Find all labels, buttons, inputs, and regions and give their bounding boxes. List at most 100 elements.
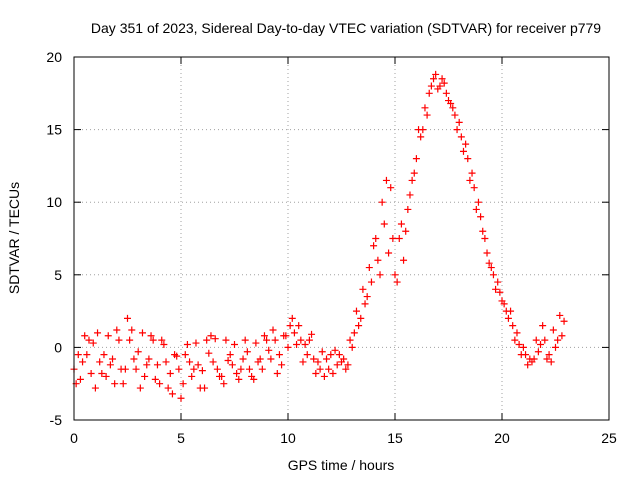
tick-labels: 0 5 10 15 20 25 -5 0 5 10 15 20 — [46, 49, 617, 446]
data-point — [156, 380, 164, 388]
data-point — [222, 336, 230, 344]
data-point — [513, 329, 521, 337]
data-point — [423, 111, 431, 119]
data-point — [395, 235, 403, 242]
data-point — [367, 278, 375, 286]
data-point — [160, 340, 168, 348]
data-point — [316, 365, 324, 373]
data-point — [211, 335, 219, 343]
chart-title: Day 351 of 2023, Sidereal Day-to-day VTE… — [91, 20, 601, 36]
data-point — [231, 340, 238, 348]
data-point — [547, 358, 555, 366]
data-point — [109, 355, 117, 363]
data-point — [100, 351, 108, 359]
data-point — [143, 361, 151, 369]
data-point — [434, 85, 442, 93]
data-point — [391, 271, 399, 279]
data-point — [308, 330, 316, 338]
data-point — [558, 332, 566, 340]
data-point — [239, 355, 247, 363]
data-point — [224, 356, 232, 364]
data-point — [147, 332, 155, 340]
data-point — [113, 326, 121, 334]
y-tick-label: 10 — [46, 194, 62, 210]
data-point — [106, 361, 114, 369]
data-point — [370, 242, 378, 250]
data-point — [98, 370, 106, 378]
data-point — [464, 155, 472, 163]
data-point — [365, 264, 373, 272]
data-point — [532, 336, 540, 344]
data-point — [552, 343, 559, 351]
y-tick-label: 20 — [46, 49, 62, 65]
data-point — [213, 365, 221, 373]
x-tick-label: 5 — [177, 430, 185, 446]
data-point — [338, 358, 345, 366]
data-point — [440, 79, 448, 87]
data-point — [380, 220, 388, 228]
data-point — [273, 370, 281, 378]
data-point — [134, 348, 142, 356]
data-point — [192, 339, 200, 347]
data-point — [102, 372, 110, 380]
data-point — [290, 329, 298, 337]
data-point — [348, 343, 356, 351]
data-point — [430, 75, 438, 83]
data-point — [382, 176, 390, 184]
data-point — [297, 336, 305, 344]
data-point — [228, 361, 236, 369]
data-point — [132, 365, 140, 373]
data-point — [198, 367, 206, 375]
data-point — [295, 322, 303, 330]
data-point — [393, 278, 401, 286]
data-point — [149, 336, 157, 344]
data-point — [216, 372, 224, 380]
data-point — [190, 365, 198, 373]
data-point — [186, 358, 194, 366]
data-point — [352, 307, 360, 315]
data-point — [141, 372, 149, 380]
data-point — [524, 361, 532, 369]
data-point — [539, 322, 547, 330]
data-point — [560, 317, 568, 325]
data-point — [421, 104, 429, 112]
data-point — [483, 249, 491, 257]
data-point — [472, 205, 480, 213]
data-point — [474, 198, 482, 206]
data-point — [162, 358, 170, 366]
data-point — [485, 259, 493, 267]
data-point — [164, 384, 172, 392]
ticks — [73, 56, 610, 421]
data-point — [115, 336, 123, 344]
data-point — [303, 351, 311, 359]
y-tick-label: 15 — [46, 122, 62, 138]
data-point — [543, 355, 551, 363]
data-point — [151, 375, 159, 383]
data-point — [481, 235, 489, 242]
data-point — [299, 358, 307, 366]
data-point — [91, 384, 99, 392]
data-point — [327, 351, 335, 359]
data-point — [196, 384, 204, 392]
data-point — [333, 361, 341, 369]
data-point — [111, 380, 119, 388]
data-point — [318, 348, 326, 356]
data-point — [534, 348, 542, 356]
data-point — [252, 339, 260, 347]
data-point — [355, 322, 363, 330]
data-point — [241, 336, 249, 344]
data-point — [415, 126, 423, 134]
data-point — [153, 361, 161, 369]
data-point — [314, 358, 322, 366]
data-point — [177, 394, 185, 402]
data-point — [432, 70, 440, 78]
data-point — [400, 256, 408, 264]
data-point — [374, 256, 382, 264]
data-point — [457, 133, 465, 141]
data-point — [442, 89, 450, 97]
data-point — [517, 351, 525, 359]
data-point — [515, 340, 523, 348]
data-point — [260, 332, 268, 340]
